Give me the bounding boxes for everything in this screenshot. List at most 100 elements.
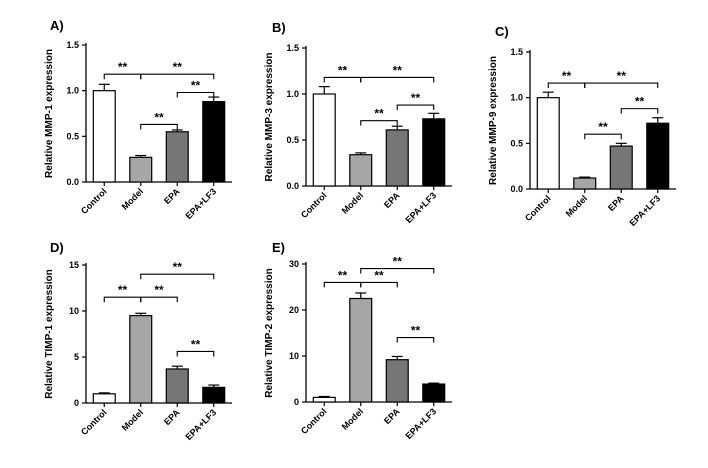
significance-bracket — [140, 123, 178, 130]
bar-epa-lf3 — [202, 386, 226, 404]
significance-label: ** — [154, 283, 164, 297]
x-tick-label: Control — [299, 406, 329, 436]
chart-panel-5: E) Relative TIMP-2 expression 0 10 20 30 Contr… — [264, 240, 452, 441]
y-tick-label: 0.5 — [510, 138, 523, 148]
bar-control — [536, 97, 560, 190]
x-tick-label: EPA+LF3 — [183, 186, 218, 221]
significance-label: ** — [617, 69, 627, 83]
significance-bracket — [176, 91, 215, 98]
chart-panel-4: D) Relative TIMP-1 expression 0 5 10 15 Contro… — [44, 240, 232, 442]
panel-label: A) — [50, 18, 64, 33]
y-tick-label: 1.5 — [510, 47, 523, 57]
x-tick-label: Model — [564, 193, 589, 218]
significance-label: ** — [154, 110, 164, 124]
x-tick-label: Model — [340, 190, 365, 215]
significance-label: ** — [191, 337, 201, 351]
significance-bracket — [323, 281, 362, 288]
significance-label: ** — [393, 63, 403, 77]
x-tick-label: EPA — [382, 406, 402, 426]
bar-model — [349, 154, 373, 187]
significance-bracket — [360, 120, 398, 126]
bar-control — [312, 93, 336, 187]
bar-model — [129, 156, 153, 183]
significance-label: ** — [393, 255, 403, 269]
y-tick-label: 0.5 — [66, 131, 79, 141]
significance-bracket — [360, 76, 435, 83]
y-tick-label: 0 — [294, 397, 299, 407]
y-tick-label: 1.0 — [510, 93, 523, 103]
y-tick-label: 1.0 — [286, 89, 299, 99]
y-tick-label: 0.5 — [286, 135, 299, 145]
y-axis-label: Relative TIMP-2 expression — [264, 268, 275, 398]
significance-label: ** — [411, 91, 421, 105]
chart-panel-3: C) Relative MMP-9 expression 0.0 0.5 1.0 1.5 C… — [488, 24, 676, 228]
significance-label: ** — [635, 95, 645, 109]
significance-label: ** — [173, 260, 183, 274]
significance-bracket — [584, 133, 622, 140]
y-axis-label: Relative TIMP-1 expression — [44, 269, 55, 399]
bar-epa — [165, 368, 189, 404]
x-tick-label: Model — [120, 186, 145, 211]
x-tick-label: Control — [523, 193, 553, 223]
x-tick-label: Control — [79, 186, 109, 216]
bar-epa — [385, 359, 409, 403]
bar-model — [349, 297, 373, 403]
significance-bracket — [103, 73, 142, 80]
significance-label: ** — [118, 283, 128, 297]
bar-control — [312, 396, 336, 403]
y-tick-label: 10 — [69, 306, 79, 316]
panel-label: E) — [272, 240, 285, 255]
bar-model — [573, 177, 597, 190]
significance-bracket — [620, 108, 659, 114]
significance-label: ** — [598, 120, 608, 134]
significance-label: ** — [411, 324, 421, 338]
y-tick-label: 15 — [69, 260, 79, 270]
significance-bracket — [176, 350, 215, 357]
significance-label: ** — [374, 107, 384, 121]
y-tick-label: 1.0 — [66, 86, 79, 96]
significance-bracket — [584, 82, 659, 89]
chart-panel-1: A) Relative MMP-1 expression 0.0 0.5 1.0 1.5 C… — [44, 18, 232, 221]
bar-epa — [165, 131, 189, 183]
x-tick-label: EPA — [162, 407, 182, 427]
y-tick-label: 0.0 — [286, 181, 299, 191]
x-tick-label: Control — [299, 190, 329, 220]
bar-epa — [609, 145, 633, 190]
significance-label: ** — [338, 268, 348, 282]
bar-model — [129, 315, 153, 404]
bar-epa-lf3 — [422, 383, 446, 403]
y-tick-label: 20 — [289, 305, 299, 315]
x-tick-label: Control — [79, 407, 109, 437]
significance-bracket — [140, 296, 178, 303]
y-tick-label: 1.5 — [66, 40, 79, 50]
y-tick-label: 0 — [74, 398, 79, 408]
significance-bracket — [396, 104, 435, 111]
significance-bracket — [547, 82, 586, 89]
y-axis-label: Relative MMP-3 expression — [264, 53, 275, 182]
panel-label: B) — [272, 20, 286, 35]
significance-bracket — [140, 73, 215, 80]
bar-epa-lf3 — [202, 101, 226, 183]
significance-bracket — [323, 76, 362, 83]
significance-bracket — [360, 268, 435, 274]
significance-bracket — [396, 337, 435, 343]
x-tick-label: Model — [340, 406, 365, 431]
x-tick-label: EPA+LF3 — [627, 193, 662, 228]
x-tick-label: EPA — [606, 193, 626, 213]
significance-label: ** — [338, 63, 348, 77]
y-tick-label: 1.5 — [286, 43, 299, 53]
panel-label: C) — [495, 24, 509, 39]
bar-epa-lf3 — [646, 122, 670, 190]
significance-bracket — [140, 273, 215, 280]
significance-label: ** — [118, 60, 128, 74]
chart-panel-2: B) Relative MMP-3 expression 0.0 0.5 1.0 1.5 C… — [264, 20, 452, 225]
x-tick-label: EPA — [162, 186, 182, 206]
significance-label: ** — [374, 268, 384, 282]
bar-epa — [385, 129, 409, 187]
y-tick-label: 5 — [74, 352, 79, 362]
significance-bracket — [103, 296, 142, 303]
x-tick-label: Model — [120, 407, 145, 432]
y-axis-label: Relative MMP-1 expression — [44, 49, 55, 178]
bar-epa-lf3 — [422, 118, 446, 187]
